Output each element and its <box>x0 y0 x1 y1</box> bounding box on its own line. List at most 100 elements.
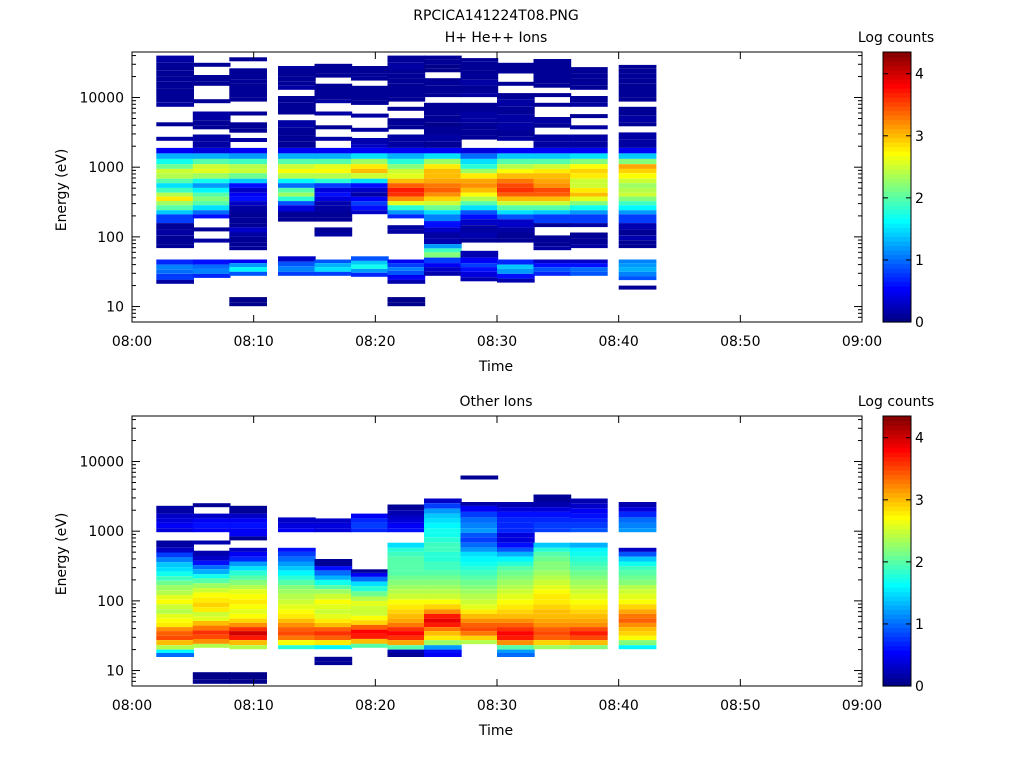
heatmap-cell <box>192 227 231 232</box>
heatmap-cell <box>229 68 267 76</box>
x-tick-label: 08:50 <box>720 334 760 350</box>
heatmap-cell <box>424 78 462 86</box>
colorbar-swatch <box>883 196 911 202</box>
heatmap-cell <box>570 78 608 86</box>
heatmap-cell <box>497 604 535 610</box>
heatmap-cell <box>278 613 316 619</box>
heatmap-cell <box>314 575 353 580</box>
heatmap-cell <box>229 551 267 557</box>
heatmap-cell <box>314 66 353 74</box>
heatmap-cell <box>351 639 389 644</box>
heatmap-cell <box>387 556 426 562</box>
heatmap-cell <box>618 618 657 623</box>
heatmap-cell <box>570 635 608 641</box>
heatmap-cell <box>278 528 316 533</box>
y-tick-label: 100 <box>97 230 124 246</box>
heatmap-cell <box>460 599 499 605</box>
colorbar-swatch <box>883 106 911 112</box>
heatmap-cell <box>570 618 608 623</box>
heatmap-cell <box>460 635 499 641</box>
heatmap-cell <box>570 513 608 519</box>
heatmap-cell <box>497 593 535 600</box>
heatmap-cell <box>351 522 389 529</box>
heatmap-cell <box>156 244 194 249</box>
colorbar-swatch <box>883 474 911 480</box>
colorbar-swatch <box>883 164 911 170</box>
heatmap-cell <box>497 627 535 632</box>
heatmap-cell <box>387 613 426 619</box>
heatmap-cell <box>570 102 608 107</box>
heatmap-cell <box>570 153 608 159</box>
heatmap-cell <box>497 579 535 586</box>
heatmap-cell <box>570 244 608 249</box>
colorbar-swatch <box>883 61 911 67</box>
x-axis-label: Time <box>478 359 513 375</box>
heatmap-cell <box>314 125 353 130</box>
heatmap-cell <box>314 183 353 188</box>
heatmap-cell <box>229 128 267 133</box>
heatmap-cell <box>351 168 389 174</box>
heatmap-cell <box>314 90 353 100</box>
colorbar-swatch <box>883 465 911 471</box>
heatmap-cell <box>278 517 316 523</box>
heatmap-cell <box>424 227 462 233</box>
colorbar-swatch <box>883 110 911 116</box>
heatmap-cell <box>424 631 462 636</box>
heatmap-cell <box>533 59 572 62</box>
heatmap-cell <box>229 57 267 62</box>
heatmap-cell <box>570 223 608 228</box>
colorbar-swatch <box>883 272 911 278</box>
heatmap-cell <box>314 593 353 600</box>
heatmap-cell <box>156 192 194 197</box>
heatmap-cell <box>460 585 499 590</box>
heatmap-cell <box>229 589 267 594</box>
heatmap-cell <box>424 513 462 519</box>
colorbar-swatch <box>883 191 911 197</box>
heatmap-cell <box>314 566 353 571</box>
heatmap-cell <box>497 645 535 650</box>
colorbar-swatch <box>883 510 911 516</box>
heatmap-cell <box>156 649 194 653</box>
heatmap-cell <box>460 528 499 533</box>
heatmap-cell <box>156 585 194 591</box>
heatmap-cell <box>387 640 426 646</box>
colorbar-swatch <box>883 587 911 593</box>
heatmap-cell <box>460 147 499 154</box>
heatmap-cell <box>424 604 462 610</box>
heatmap-cell <box>387 618 426 623</box>
heatmap-cell <box>314 232 353 237</box>
x-tick-label: 08:40 <box>598 334 638 350</box>
heatmap-cell <box>618 502 657 508</box>
heatmap-cell <box>570 542 608 548</box>
y-tick-label: 1000 <box>88 160 124 176</box>
heatmap-cell <box>424 589 462 594</box>
heatmap-cell <box>424 257 462 264</box>
heatmap-cell <box>229 211 267 218</box>
heatmap-cell <box>618 244 657 249</box>
heatmap-cell <box>570 613 608 619</box>
colorbar-tick-label: 2 <box>915 191 924 207</box>
colorbar-swatch <box>883 681 911 687</box>
heatmap-cell <box>497 532 535 538</box>
heatmap-cell <box>351 581 389 587</box>
heatmap-cell <box>278 579 316 586</box>
heatmap-cell <box>618 196 657 202</box>
heatmap-cell <box>387 125 426 130</box>
colorbar-tick-label: 3 <box>915 129 924 145</box>
heatmap-cell <box>533 631 572 636</box>
heatmap-cell <box>278 178 316 184</box>
heatmap-cell <box>156 76 194 82</box>
heatmap-cell <box>460 70 499 75</box>
colorbar-swatch <box>883 295 911 301</box>
heatmap-cell <box>278 566 316 571</box>
colorbar-swatch <box>883 88 911 94</box>
heatmap-cell <box>424 109 462 116</box>
heatmap-cell <box>278 561 316 567</box>
heatmap-cell <box>570 267 608 272</box>
heatmap-cell <box>156 168 194 174</box>
heatmap-cell <box>314 192 353 197</box>
heatmap-cell <box>156 136 194 141</box>
heatmap-cell <box>618 147 657 154</box>
heatmap-cell <box>460 522 499 529</box>
heatmap-cell <box>229 217 267 224</box>
